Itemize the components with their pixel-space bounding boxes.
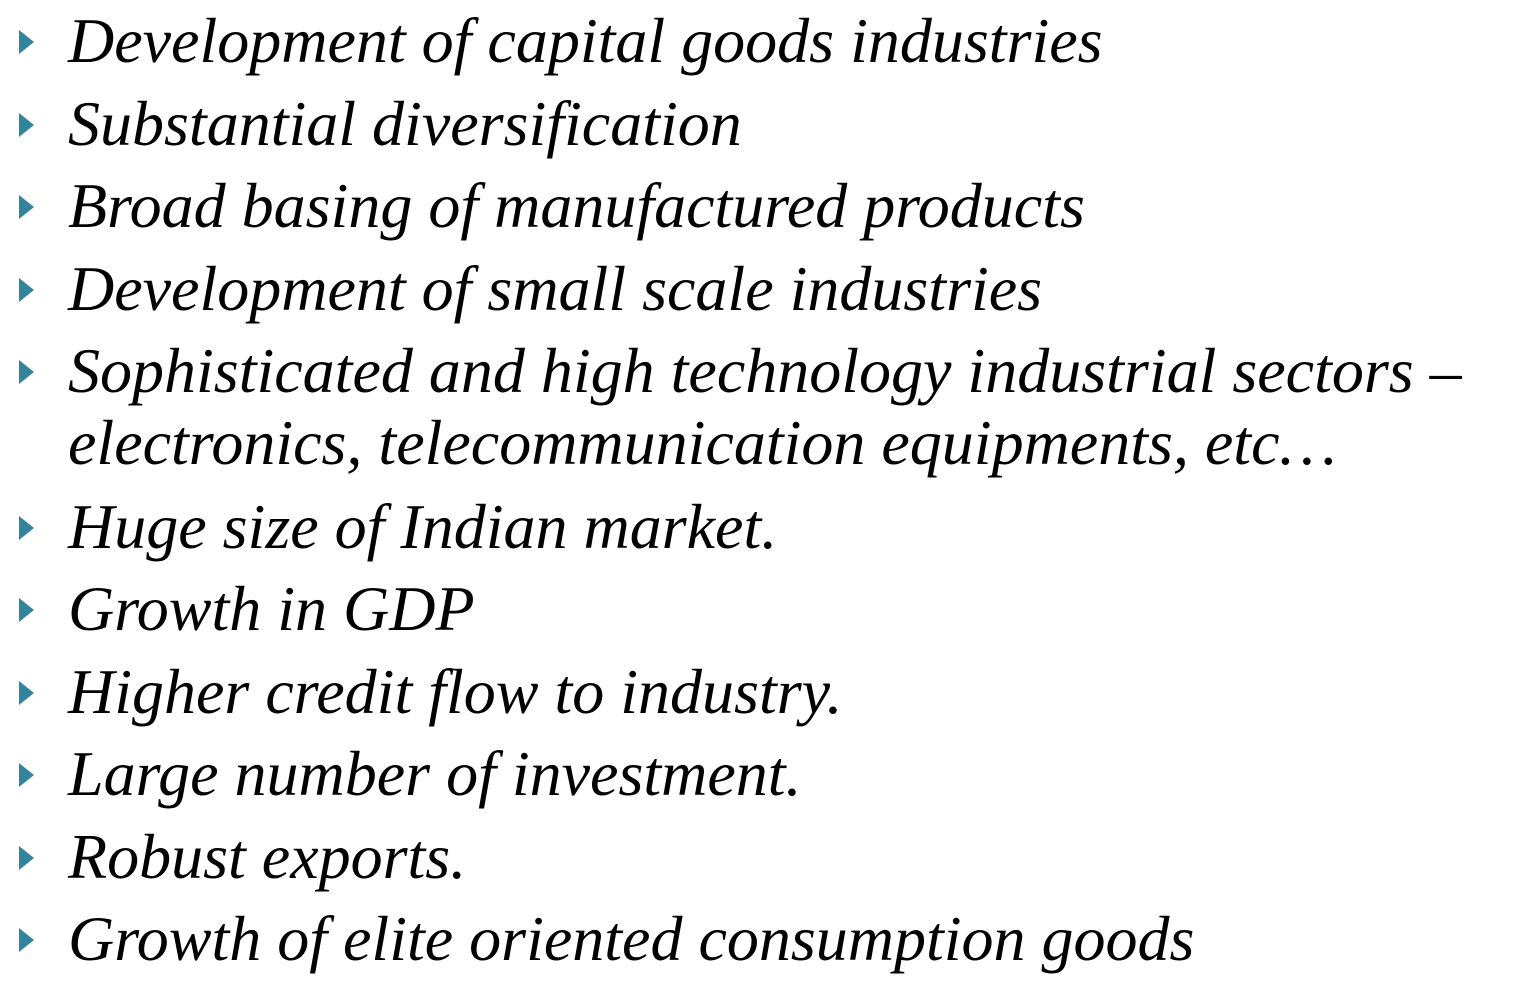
bullet-marker <box>19 763 34 787</box>
bullet-marker <box>19 30 34 54</box>
bullet-marker <box>19 112 34 137</box>
bullet-marker <box>19 680 34 705</box>
bullet-item: Substantial diversification <box>0 83 1525 166</box>
bullet-text: Development of capital goods industries <box>68 5 1103 76</box>
bullet-item: Robust exports. <box>0 816 1525 899</box>
bullet-item: Broad basing of manufactured products <box>0 165 1525 248</box>
bullet-marker <box>19 360 34 384</box>
bullet-text: Large number of investment. <box>68 738 802 809</box>
bullet-item: Sophisticated and high technology indust… <box>0 330 1525 486</box>
bullet-text: Higher credit flow to industry. <box>68 655 843 727</box>
bullet-text: Growth of elite oriented consumption goo… <box>68 903 1195 974</box>
bullet-item: Higher credit flow to industry. <box>0 651 1525 734</box>
bullet-marker <box>19 195 34 219</box>
bullet-text: Huge size of Indian market. <box>68 490 778 562</box>
bullet-text: Broad basing of manufactured products <box>68 170 1085 241</box>
bullet-marker <box>19 598 34 622</box>
bullet-item: Development of capital goods industries <box>0 0 1525 83</box>
bullet-item: Huge size of Indian market. <box>0 486 1525 569</box>
bullet-item: Growth in GDP <box>0 568 1525 651</box>
bullet-text: electronics, telecommunication equipment… <box>68 406 1337 478</box>
bullet-text: Development of small scale industries <box>68 252 1043 324</box>
bullet-marker <box>19 928 34 952</box>
bullet-marker <box>19 845 34 870</box>
bullet-text: Robust exports. <box>68 820 467 892</box>
bullet-marker <box>19 277 34 302</box>
bullet-text: Growth in GDP <box>68 573 475 644</box>
bullet-text: Sophisticated and high technology indust… <box>68 335 1462 406</box>
bullet-item: Large number of investment. <box>0 733 1525 816</box>
bullet-item: Development of small scale industries <box>0 248 1525 331</box>
bullet-marker <box>19 515 34 540</box>
bullet-item: Growth of elite oriented consumption goo… <box>0 898 1525 981</box>
bullet-text: Substantial diversification <box>68 87 742 159</box>
